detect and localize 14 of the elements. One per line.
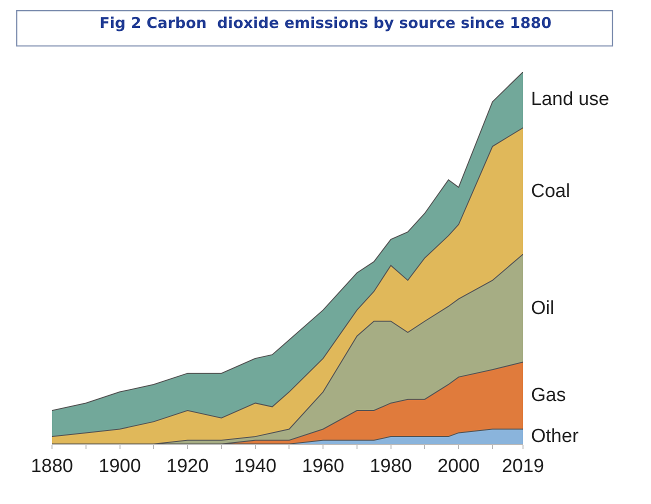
x-tick-label: 1880 xyxy=(30,456,74,477)
chart-title: Fig 2 Carbon dioxide emissions by source since 1880 xyxy=(99,14,552,32)
series-label: Oil xyxy=(531,298,554,319)
x-tick-label: 1900 xyxy=(98,456,141,477)
series-label: Other xyxy=(531,426,580,447)
x-tick-label: 1980 xyxy=(370,456,412,477)
x-tick-label: 1940 xyxy=(234,456,276,477)
series-label: Land use xyxy=(531,89,610,110)
x-tick-label: 2019 xyxy=(502,456,544,477)
x-tick-label: 1920 xyxy=(166,456,209,477)
x-tick-label: 2000 xyxy=(437,456,480,477)
x-tick-label: 1960 xyxy=(302,456,344,477)
series-label: Gas xyxy=(531,385,566,406)
series-label: Coal xyxy=(531,181,570,202)
